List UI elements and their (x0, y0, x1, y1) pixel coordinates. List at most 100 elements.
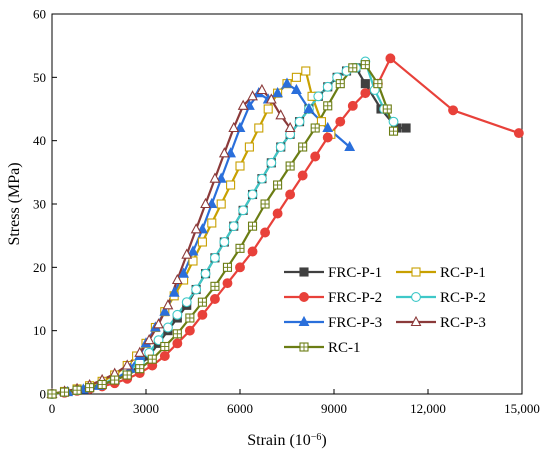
x-axis-ticks: 0 3000 6000 9000 12,000 15,000 (49, 389, 540, 416)
x-tick-label: 6000 (227, 401, 253, 416)
data-point-rc-p-1-shape (316, 117, 327, 127)
y-tick-label: 20 (33, 260, 46, 275)
data-point-frc-p-3 (178, 267, 190, 278)
data-point-rc-p-3 (190, 223, 202, 234)
data-point-frc-p-3 (196, 223, 208, 234)
data-point-rc-p-1-shape (301, 66, 311, 76)
data-point-rc-1 (382, 104, 392, 114)
data-point-frc-p-2 (172, 338, 183, 349)
data-point-rc-p-1 (263, 104, 273, 114)
x-axis-title-exponent: −6 (311, 432, 322, 443)
data-point-rc-1 (197, 297, 207, 307)
series-markers-rc-1 (47, 60, 399, 399)
data-point-frc-p-3 (243, 99, 255, 110)
data-point-frc-p-3 (206, 197, 218, 209)
data-point-frc-p-1 (360, 79, 370, 89)
legend-item-frc-p-2: FRC-P-2 (284, 290, 382, 306)
data-point-frc-p-2 (209, 294, 220, 304)
legend-label: RC-1 (328, 340, 361, 356)
legend-label: FRC-P-2 (328, 290, 382, 306)
x-tick-label: 12,000 (410, 401, 446, 416)
data-point-rc-1 (222, 262, 233, 272)
data-point-rc-p-1 (235, 161, 245, 171)
data-point-frc-p-3 (303, 102, 315, 114)
data-point-rc-p-2 (200, 268, 211, 279)
data-point-frc-p-2 (448, 105, 459, 116)
legend-item-rc-1: RC-1 (284, 340, 361, 356)
data-point-frc-p-2 (347, 100, 358, 111)
data-point-rc-1 (373, 79, 383, 89)
legend-marker-shape (299, 267, 309, 277)
data-point-rc-p-3 (171, 273, 183, 285)
data-point-rc-p-2 (313, 91, 324, 102)
data-point-frc-p-2 (513, 128, 524, 139)
data-point-rc-1 (247, 221, 258, 231)
plot-frame (51, 13, 523, 395)
data-point-rc-1 (360, 60, 370, 70)
data-point-rc-p-1-shape (226, 180, 236, 190)
data-point-rc-1 (122, 370, 132, 380)
data-point-rc-1 (235, 243, 245, 253)
x-axis-title: Strain (10−6) (247, 432, 327, 450)
data-point-rc-p-3 (237, 99, 249, 110)
data-point-frc-p-2 (260, 227, 271, 238)
legend-label: FRC-P-1 (328, 265, 382, 281)
data-point-rc-p-3 (275, 109, 287, 120)
data-point-rc-p-3 (143, 333, 155, 345)
data-point-rc-p-3 (218, 147, 230, 158)
y-tick-label: 30 (33, 197, 46, 212)
data-point-frc-p-2 (285, 189, 296, 200)
y-tick-label: 10 (33, 323, 46, 338)
legend-marker (410, 315, 422, 327)
data-point-frc-p-3 (225, 147, 237, 158)
data-point-rc-p-1 (216, 199, 226, 209)
data-point-frc-p-1 (401, 123, 411, 133)
data-point-rc-p-3 (284, 121, 296, 133)
data-point-rc-p-3 (181, 248, 193, 259)
data-point-rc-p-2 (172, 309, 183, 320)
data-point-rc-1 (273, 180, 283, 190)
data-point-frc-p-2 (322, 132, 333, 143)
data-point-rc-p-2 (275, 142, 286, 152)
data-point-rc-1 (210, 281, 220, 291)
legend-item-rc-p-1: RC-P-1 (396, 265, 486, 281)
data-point-rc-p-1 (207, 218, 217, 228)
data-point-frc-p-3 (281, 77, 293, 88)
data-point-rc-p-2 (266, 157, 277, 168)
legend-item-frc-p-3: FRC-P-3 (284, 315, 382, 331)
data-point-rc-p-2 (162, 322, 173, 333)
data-point-rc-p-3 (265, 93, 277, 104)
data-point-frc-p-3 (234, 121, 246, 133)
data-point-frc-p-3 (168, 286, 180, 297)
data-point-rc-p-1-shape (216, 199, 226, 209)
data-point-frc-p-2 (360, 88, 371, 99)
data-point-rc-p-2 (219, 237, 230, 247)
legend: FRC-P-1 RC-P-1 FRC-P-2 RC-P-2 FRC-P-3 RC-P-3 R… (284, 265, 486, 356)
legend-item-frc-p-1: FRC-P-1 (284, 265, 382, 281)
legend-marker (411, 267, 421, 277)
data-point-frc-p-2 (184, 325, 195, 336)
legend-label: RC-P-1 (440, 265, 486, 281)
data-point-rc-1 (348, 63, 358, 73)
data-point-frc-p-1-shape (360, 79, 370, 89)
data-point-rc-1 (335, 79, 345, 89)
data-point-frc-p-3 (159, 305, 171, 316)
data-point-rc-1 (298, 142, 308, 152)
data-point-rc-p-3 (134, 346, 146, 357)
y-tick-label: 0 (40, 387, 47, 402)
data-point-rc-p-1 (301, 66, 311, 76)
data-point-frc-p-2 (385, 53, 396, 64)
legend-marker (299, 292, 309, 302)
data-point-rc-p-3 (121, 359, 133, 370)
x-tick-label: 3000 (133, 401, 159, 416)
data-point-rc-p-2 (228, 221, 239, 232)
legend-item-rc-p-2: RC-P-2 (396, 290, 486, 306)
data-point-rc-p-1-shape (207, 218, 217, 228)
legend-item-rc-p-3: RC-P-3 (396, 315, 486, 331)
data-point-rc-1 (47, 389, 57, 399)
data-point-rc-p-3 (200, 197, 211, 209)
data-point-rc-1 (110, 375, 120, 385)
x-tick-label: 9000 (321, 401, 347, 416)
data-point-frc-p-2 (310, 151, 321, 162)
data-point-rc-p-2 (209, 252, 220, 263)
